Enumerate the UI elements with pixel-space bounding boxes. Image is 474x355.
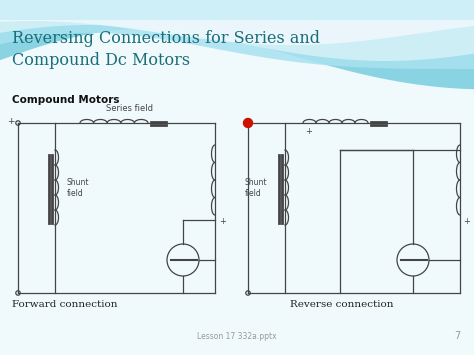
Text: Reverse connection: Reverse connection	[290, 300, 393, 309]
Text: Shunt
field: Shunt field	[245, 178, 267, 198]
Polygon shape	[0, 0, 474, 61]
Text: Shunt
field: Shunt field	[67, 178, 90, 198]
Text: Forward connection: Forward connection	[12, 300, 118, 309]
Text: +: +	[305, 126, 312, 136]
Polygon shape	[0, 0, 474, 20]
Text: Lesson 17 332a.pptx: Lesson 17 332a.pptx	[197, 332, 277, 341]
Polygon shape	[0, 0, 474, 89]
Polygon shape	[0, 0, 474, 69]
Circle shape	[244, 119, 253, 127]
Text: +: +	[7, 118, 15, 126]
Text: Reversing Connections for Series and
Compound Dc Motors: Reversing Connections for Series and Com…	[12, 30, 320, 69]
Text: +: +	[463, 217, 470, 226]
Text: 7: 7	[454, 331, 460, 341]
Polygon shape	[0, 0, 474, 45]
Text: Compound Motors: Compound Motors	[12, 95, 119, 105]
Text: +: +	[219, 217, 226, 226]
Text: Series field: Series field	[107, 104, 154, 113]
